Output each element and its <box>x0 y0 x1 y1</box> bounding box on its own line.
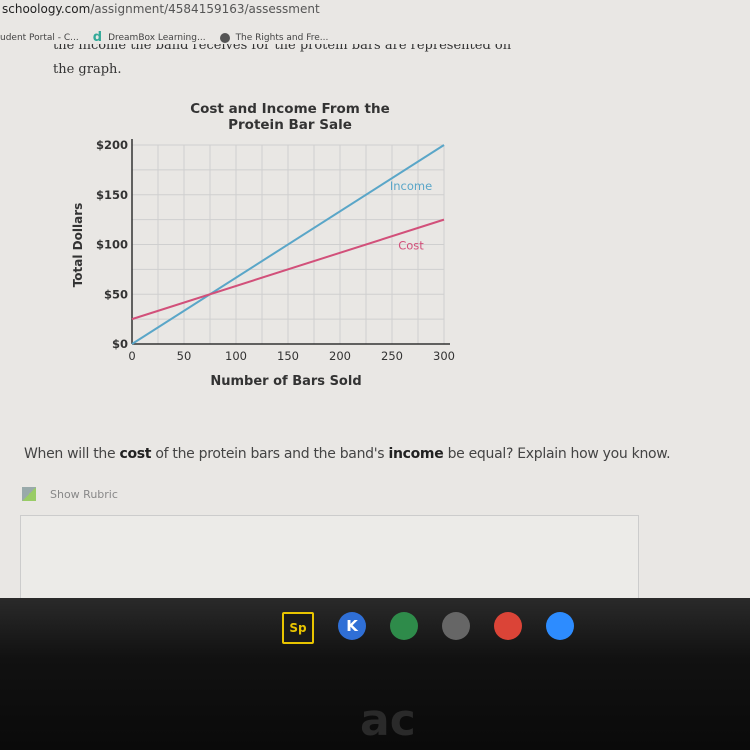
x-tick-label: 300 <box>433 349 455 363</box>
series-label-cost: Cost <box>398 239 424 253</box>
acer-logo: ac <box>360 695 416 746</box>
bookmark-label: DreamBox Learning... <box>108 32 206 43</box>
bookmark-student-portal[interactable]: udent Portal - C... <box>0 33 79 43</box>
dreambox-icon: d <box>92 30 103 45</box>
bookmark-label: udent Portal - C... <box>0 32 79 43</box>
clipped-text: the income the band receives for the pro… <box>53 44 512 52</box>
series-line-income <box>131 144 445 345</box>
x-tick-label: 50 <box>177 349 192 363</box>
intro-text: the graph. <box>53 62 122 77</box>
globe-icon <box>219 32 230 43</box>
y-tick-label: $200 <box>96 138 128 152</box>
y-tick-label: $50 <box>104 287 128 301</box>
taskbar <box>0 598 750 750</box>
chrome-icon[interactable] <box>494 612 522 640</box>
show-rubric-label: Show Rubric <box>50 487 118 501</box>
question-text: When will the cost of the protein bars a… <box>24 446 671 462</box>
series-label-income: Income <box>390 179 432 193</box>
bookmark-rights[interactable]: The Rights and Fre... <box>219 32 329 43</box>
series-line-cost <box>131 218 445 321</box>
zoom-icon[interactable] <box>546 612 574 640</box>
taskbar-apps: Sp K <box>282 612 574 644</box>
bookmark-label: The Rights and Fre... <box>235 32 329 43</box>
url-path: /assignment/4584159163/assessment <box>90 2 320 16</box>
camera-icon[interactable] <box>442 612 470 640</box>
url-host: schoology.com <box>2 2 91 16</box>
desmos-icon[interactable] <box>390 612 418 640</box>
k-app-icon[interactable]: K <box>338 612 366 640</box>
rubric-icon <box>22 487 36 501</box>
x-tick-label: 100 <box>225 349 247 363</box>
x-tick-label: 200 <box>329 349 351 363</box>
x-tick-label: 150 <box>277 349 299 363</box>
show-rubric-link[interactable]: Show Rubric <box>22 487 118 501</box>
chart: 0 50 100 150 200 250 300 $0 $50 $100 $150 $200 Inco… <box>71 101 455 389</box>
axes <box>131 139 450 345</box>
x-axis-label: Number of Bars Sold <box>210 374 361 389</box>
x-tick-label: 0 <box>128 349 135 363</box>
y-tick-label: $150 <box>96 188 128 202</box>
chart-title-line-1: Cost and Income From the <box>190 101 390 117</box>
bookmark-dreambox[interactable]: d DreamBox Learning... <box>93 30 206 45</box>
address-bar[interactable]: schoology.com/assignment/4584159163/asse… <box>2 2 320 16</box>
x-tick-label: 250 <box>381 349 403 363</box>
y-tick-label: $0 <box>112 337 128 351</box>
y-axis-label: Total Dollars <box>71 203 85 288</box>
chart-title-line-2: Protein Bar Sale <box>228 117 352 133</box>
y-tick-label: $100 <box>96 238 128 252</box>
spark-icon[interactable]: Sp <box>282 612 314 644</box>
bookmarks-bar: udent Portal - C... d DreamBox Learning..… <box>0 30 328 45</box>
